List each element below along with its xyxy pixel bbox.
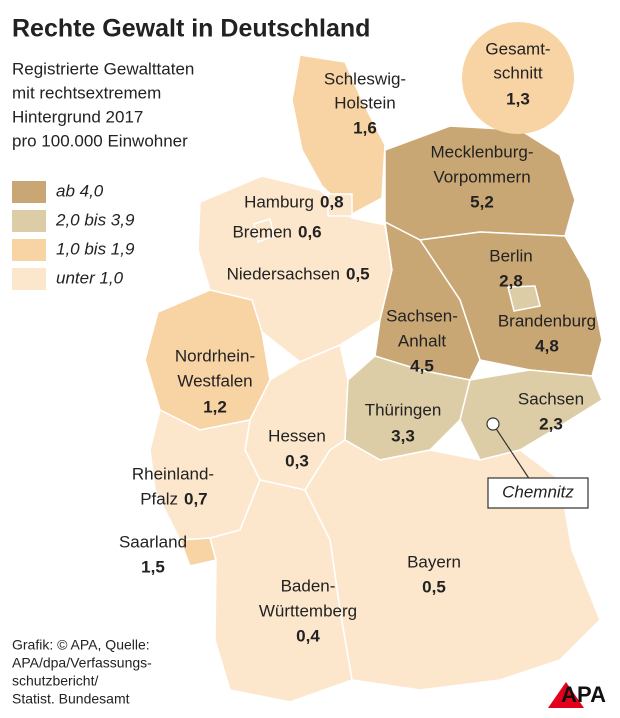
region-name: Berlin xyxy=(489,246,532,265)
subtitle-line: pro 100.000 Einwohner xyxy=(12,131,188,150)
region-name: Westfalen xyxy=(177,371,252,390)
region-value: 2,3 xyxy=(539,414,563,433)
average-value: 1,3 xyxy=(506,89,530,108)
region-name: Nordrhein- xyxy=(175,346,255,365)
region-name: Bayern xyxy=(407,552,461,571)
legend-swatch xyxy=(12,268,46,290)
region-name: Pfalz xyxy=(140,489,178,508)
source-line: APA/dpa/Verfassungs- xyxy=(12,655,152,671)
region-name: Hamburg xyxy=(244,192,314,211)
legend-swatch xyxy=(12,210,46,232)
legend-label: unter 1,0 xyxy=(56,268,124,287)
region-name: Brandenburg xyxy=(498,311,596,330)
legend-label: 2,0 bis 3,9 xyxy=(55,210,135,229)
source-line: schutzbericht/ xyxy=(12,673,98,689)
source-line: Grafik: © APA, Quelle: xyxy=(12,637,150,653)
region-name: Sachsen xyxy=(518,389,584,408)
region-name: Niedersachsen xyxy=(227,264,340,283)
logo-text: APA xyxy=(561,682,606,707)
region-value: 5,2 xyxy=(470,192,494,211)
region-value: 4,5 xyxy=(410,356,434,375)
region-value: 2,8 xyxy=(499,271,523,290)
city-label: Chemnitz xyxy=(502,482,574,501)
region-value: 4,8 xyxy=(535,336,559,355)
city-box xyxy=(487,477,589,509)
legend-swatch xyxy=(12,239,46,261)
region-name: Holstein xyxy=(334,93,395,112)
subtitle-line: Registrierte Gewalttaten xyxy=(12,59,194,78)
region xyxy=(507,285,541,312)
region-name: Vorpommern xyxy=(433,167,530,186)
region-name: Hessen xyxy=(268,426,326,445)
legend-label: 1,0 bis 1,9 xyxy=(56,239,135,258)
city-marker xyxy=(486,417,500,431)
region xyxy=(178,537,217,567)
subtitle-line: Hintergrund 2017 xyxy=(12,107,143,126)
title: Rechte Gewalt in Deutschland xyxy=(12,15,370,43)
region xyxy=(459,369,603,461)
region-name: Thüringen xyxy=(365,400,442,419)
labels: Registrierte Gewalttaten mit rechtsextrem… xyxy=(12,22,596,707)
region-name: Württemberg xyxy=(259,601,357,620)
source-line: Statist. Bundesamt xyxy=(12,691,130,707)
region-name: Sachsen- xyxy=(386,306,458,325)
region-name: Anhalt xyxy=(398,331,446,350)
logo-mark xyxy=(548,682,584,708)
legend-swatch xyxy=(12,181,46,203)
region-name: Mecklenburg- xyxy=(431,142,534,161)
legend-label: ab 4,0 xyxy=(56,181,104,200)
region-name: Bremen xyxy=(232,222,292,241)
region-name: Saarland xyxy=(119,532,187,551)
region-value: 1,2 xyxy=(203,397,227,416)
region-name: Baden- xyxy=(281,576,336,595)
city-pointer xyxy=(492,423,531,481)
region-name: Rheinland- xyxy=(132,464,214,483)
region xyxy=(253,218,275,244)
region-value: 0,3 xyxy=(285,451,309,470)
subtitle-line: mit rechtsextremem xyxy=(12,83,161,102)
map xyxy=(144,54,603,703)
region-value: 0,5 xyxy=(346,264,370,283)
region-value: 0,5 xyxy=(422,577,446,596)
region xyxy=(327,193,353,217)
region-value: 0,6 xyxy=(298,222,322,241)
region-value: 3,3 xyxy=(391,426,415,445)
region-name: Schleswig- xyxy=(324,69,406,88)
average-name: schnitt xyxy=(493,63,542,82)
region-value: 1,5 xyxy=(141,557,165,576)
region-value: 0,4 xyxy=(296,626,320,645)
region xyxy=(291,54,386,215)
average-name: Gesamt- xyxy=(485,39,550,58)
region-value: 0,7 xyxy=(184,489,208,508)
region-value: 0,8 xyxy=(320,192,344,211)
average-circle xyxy=(462,22,574,134)
region-value: 1,6 xyxy=(353,118,377,137)
